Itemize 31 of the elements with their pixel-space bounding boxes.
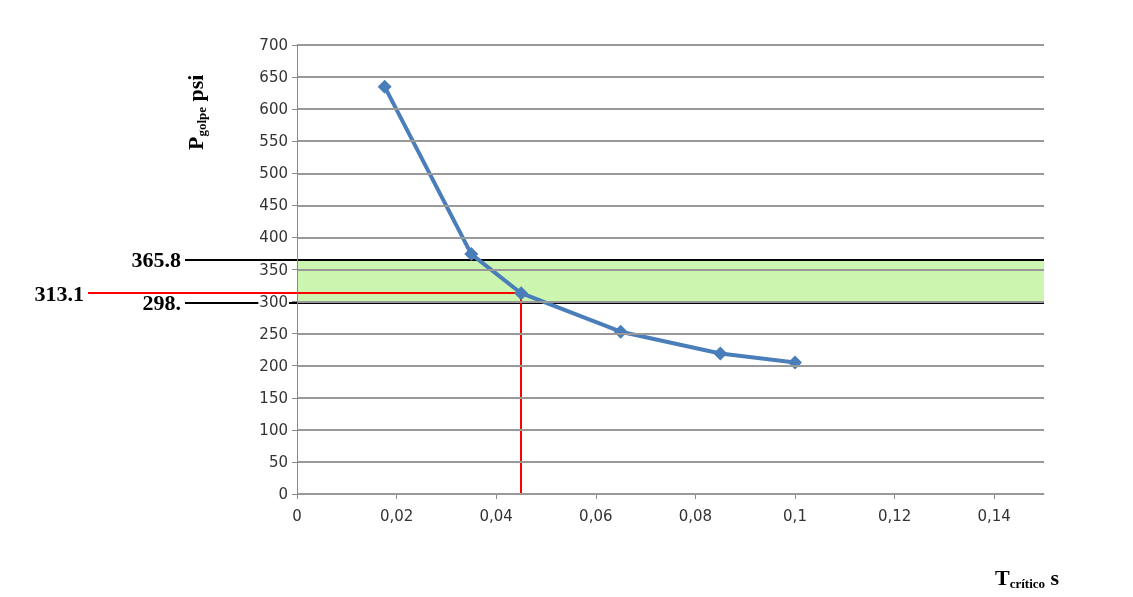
- y-tick-label: 700: [259, 36, 288, 54]
- y-tick-label: 650: [259, 68, 288, 87]
- point: [377, 79, 392, 94]
- point: [464, 247, 479, 262]
- y-tick-label: 600: [259, 100, 288, 119]
- y-tick-label: 450: [259, 196, 288, 215]
- x-tick-label: 0: [292, 506, 302, 525]
- y-tick-label: 50: [268, 452, 288, 471]
- y-tick-label: 400: [259, 228, 288, 247]
- x-tick-label: 0,12: [877, 506, 912, 525]
- x-tick-label: 0,14: [977, 506, 1011, 525]
- ref-line-label: 365.8: [131, 246, 181, 272]
- ref-line-label: 313.1: [34, 280, 84, 306]
- y-tick-label: 500: [259, 164, 288, 183]
- ref-line-label: 298.: [142, 290, 181, 316]
- point: [713, 346, 728, 361]
- y-tick-label: 0: [278, 485, 288, 503]
- x-tick-label: 0,06: [579, 506, 613, 525]
- y-tick-label: 200: [259, 356, 288, 375]
- y-tick-label: 100: [259, 420, 288, 439]
- point: [514, 286, 529, 301]
- y-tick-label: 300: [259, 292, 288, 311]
- x-tick-label: 0,1: [783, 506, 807, 525]
- x-tick-label: 0,08: [678, 506, 713, 525]
- y-tick-label: 350: [259, 260, 288, 279]
- y-tick-label: 550: [259, 132, 288, 151]
- y-tick-label: 250: [259, 324, 288, 343]
- x-tick-label: 0,04: [479, 506, 513, 525]
- y-axis-title: Pgolpe psi: [183, 74, 209, 150]
- x-tick-label: 0,02: [379, 506, 414, 525]
- y-tick-label: 150: [259, 388, 288, 407]
